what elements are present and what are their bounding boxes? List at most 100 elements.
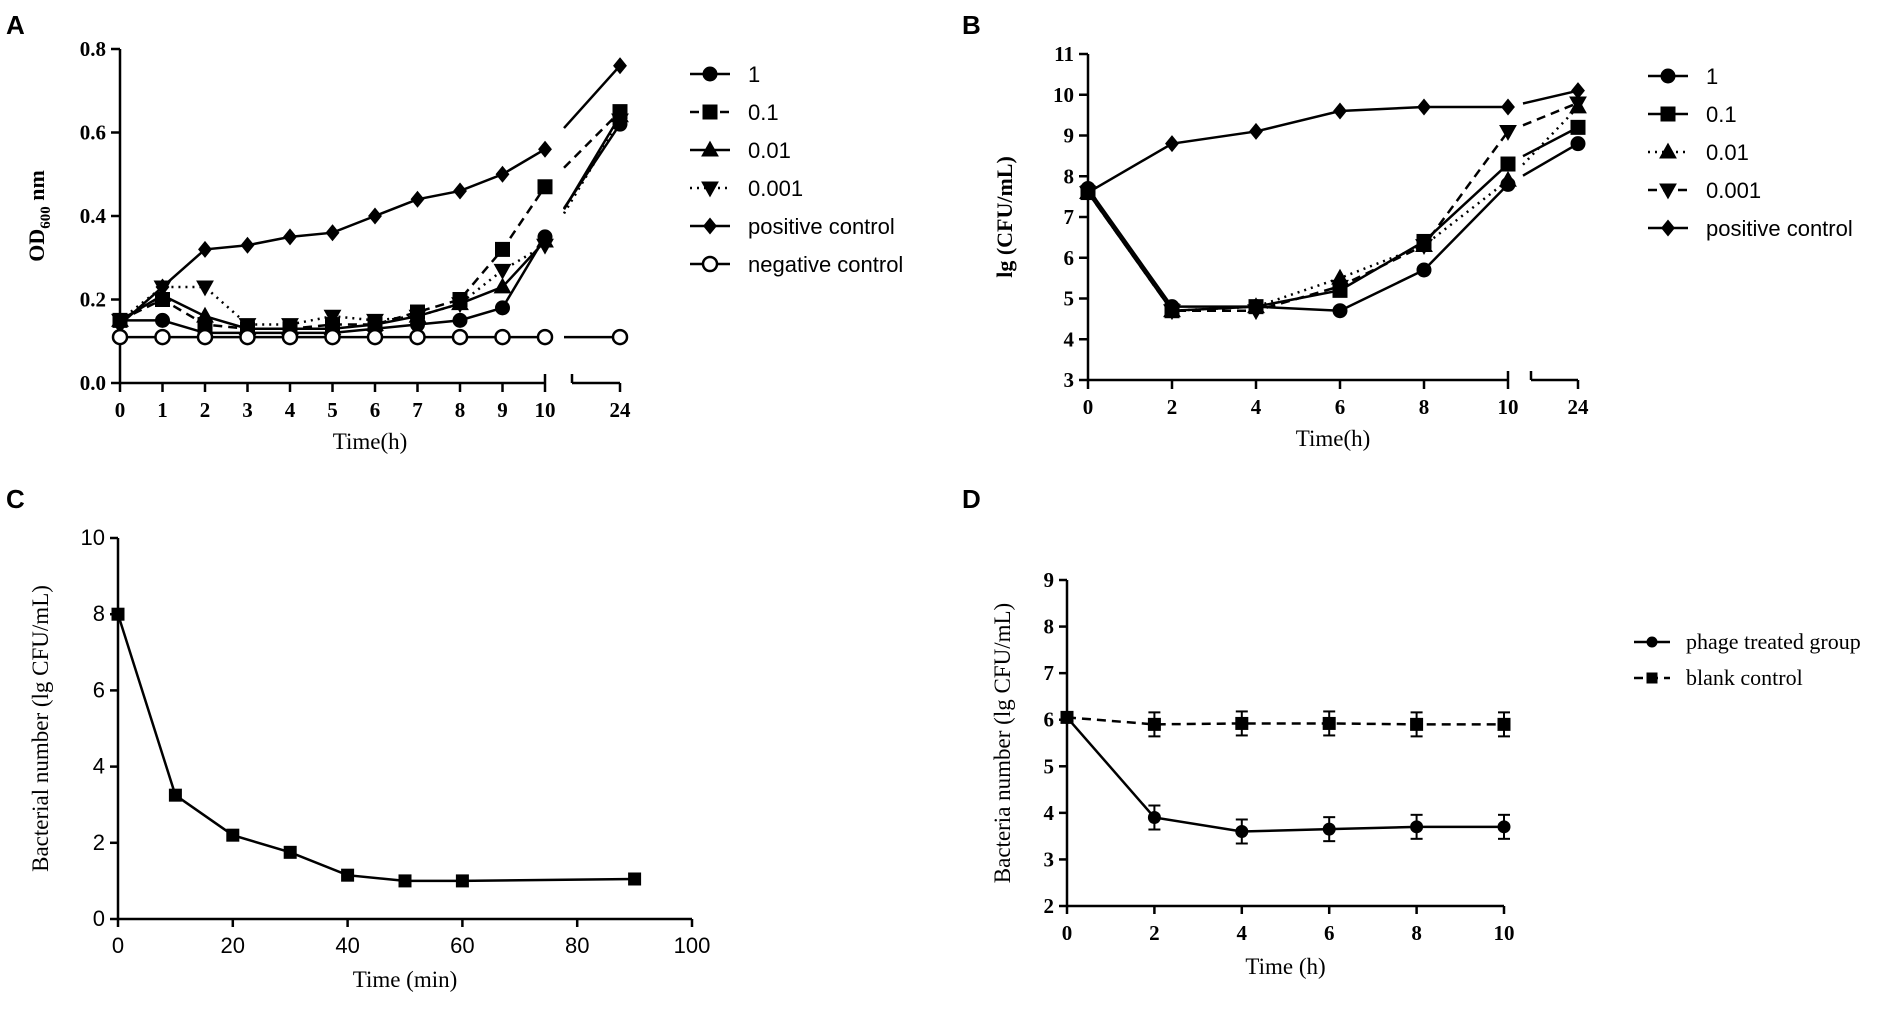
panel-a-data-point	[368, 207, 382, 225]
panel-a-legend-marker	[702, 66, 718, 82]
panel-d-legend-entry: phage treated group	[1634, 629, 1861, 654]
panel-b-x-tick-label: 0	[1083, 395, 1094, 419]
panel-a-legend-entry: positive control	[690, 214, 895, 239]
panel-a-y-axis-title: OD600 nm	[24, 170, 54, 262]
panel-a-data-point	[323, 309, 342, 326]
panel-a-y-tick-label: 0.8	[80, 37, 106, 61]
panel-c-x-tick-label: 60	[450, 933, 474, 958]
panel-c-y-tick-label: 2	[93, 830, 105, 855]
panel-a-data-point	[493, 277, 512, 294]
panel-b-data-point	[1499, 170, 1517, 187]
panel-b-data-point-shape	[1416, 262, 1432, 278]
panel-a-data-point-shape	[408, 309, 427, 326]
panel-c-x-axis-title: Time (min)	[353, 967, 458, 992]
panel-b-legend-entry: positive control	[1648, 216, 1853, 241]
panel-b-data-point	[1570, 119, 1586, 135]
panel-c-data-point-shape	[341, 868, 355, 882]
panel-a-data-point-shape	[324, 328, 341, 346]
panel-c-data-point	[628, 872, 642, 886]
panel-a-data-point	[453, 182, 467, 200]
panel-a-data-point-shape	[111, 328, 129, 346]
panel-a-series-line-break	[563, 110, 621, 169]
panel-b-x-tick-label: 4	[1251, 395, 1262, 419]
panel-c-letter: C	[6, 484, 25, 514]
panel-c-data-point-shape	[283, 845, 297, 859]
panel-d-y-axis-title: Bacteria number (lg CFU/mL)	[990, 603, 1015, 883]
panel-c-data-point	[226, 828, 240, 842]
panel-a-data-point-shape	[196, 306, 214, 323]
panel-a-legend-marker-shape	[701, 140, 719, 157]
panel-b-data-point	[1331, 279, 1349, 296]
panel-a-data-point	[538, 140, 552, 158]
panel-a-data-point	[408, 309, 427, 326]
panel-b-data-point-shape	[1247, 304, 1265, 321]
panel-a-data-point	[613, 57, 627, 75]
panel-d-letter: D	[962, 484, 981, 514]
panel-b-series-line	[1086, 179, 1509, 313]
panel-a-legend-marker	[703, 217, 717, 235]
panel-a-x-tick-label: 24	[610, 398, 632, 422]
panel-b-series-line-break	[1522, 106, 1579, 166]
panel-a-legend-label: 0.001	[748, 176, 803, 201]
panel-a-data-point	[493, 263, 512, 280]
panel-d-y-tick-label: 7	[1044, 661, 1055, 685]
panel-b-y-axis-title: lg (CFU/mL)	[992, 156, 1017, 278]
panel-b-x-tick-label: 24	[1568, 395, 1590, 419]
panel-b-y-tick-label: 6	[1064, 246, 1075, 270]
panel-a-data-point-shape	[155, 278, 170, 296]
panel-a-data-point-shape	[368, 207, 382, 225]
panel-b-data-point	[1247, 304, 1265, 321]
panel-b-legend-label: positive control	[1706, 216, 1853, 241]
panel-d-legend-marker-shape	[1646, 672, 1658, 684]
panel-a-y-tick-label: 0.6	[80, 121, 106, 145]
panel-d-data-point-shape	[1235, 824, 1249, 838]
panel-b-legend-marker	[1661, 219, 1675, 237]
panel-b-data-point-shape	[1500, 156, 1516, 172]
panel-b-data-point	[1333, 102, 1347, 120]
panel-b-legend-marker-shape	[1659, 142, 1677, 159]
panel-b-letter: B	[962, 10, 981, 40]
panel-b-data-point-shape	[1333, 102, 1347, 120]
panel-b-y-tick-label: 7	[1064, 205, 1075, 229]
panel-d-data-point	[1322, 822, 1336, 836]
panel-a-data-point	[196, 280, 214, 297]
panel-a-data-point-shape	[281, 328, 299, 346]
panel-d-series-blank-control	[1060, 710, 1511, 738]
panel-c-y-tick-label: 4	[93, 754, 105, 779]
panel-a-data-point-shape	[611, 328, 629, 346]
panel-b-series-line	[1086, 163, 1509, 313]
panel-b-y-tick-label: 3	[1064, 368, 1075, 392]
panel-a-data-point-shape	[538, 140, 552, 158]
panel-b-legend-marker-shape	[1660, 106, 1676, 122]
panel-b-y-tick-label: 10	[1053, 83, 1074, 107]
panel-a-data-point	[366, 328, 384, 346]
panel-a-data-point	[198, 240, 212, 258]
panel-a-legend-entry: 0.1	[690, 100, 779, 125]
panel-d-data-point	[1147, 811, 1161, 825]
panel-a-data-point	[155, 278, 170, 296]
panel-d-data-point	[1410, 820, 1424, 834]
panel-d-x-tick-label: 10	[1494, 921, 1515, 945]
panel-b-data-point-shape	[1249, 122, 1263, 140]
panel-c-y-tick-label: 6	[93, 677, 105, 702]
panel-c-x-tick-label: 40	[335, 933, 359, 958]
panel-b-data-point	[1500, 156, 1516, 172]
panel-a-x-tick-label: 9	[497, 398, 508, 422]
panel-a-y-tick-label: 0.4	[80, 204, 107, 228]
panel-a-data-point-shape	[495, 165, 510, 183]
panel-b-series-line	[1086, 130, 1510, 312]
panel-d-data-point-shape	[1410, 717, 1424, 731]
panel-d-data-point-shape	[1147, 811, 1161, 825]
panel-b-legend-label: 1	[1706, 64, 1718, 89]
panel-a-data-point	[536, 238, 554, 255]
panel-a-data-point-shape	[493, 263, 512, 280]
panel-a-data-point	[324, 328, 341, 346]
panel-a-legend-label: 1	[748, 62, 760, 87]
panel-d-data-point	[1235, 824, 1249, 838]
panel-d-legend-marker	[1646, 636, 1658, 648]
panel-b-data-point-shape	[1570, 119, 1586, 135]
panel-c-data-point	[283, 845, 297, 859]
panel-c-data-point	[455, 874, 469, 888]
panel-a-x-tick-label: 3	[242, 398, 253, 422]
panel-a-legend-marker	[702, 104, 718, 120]
